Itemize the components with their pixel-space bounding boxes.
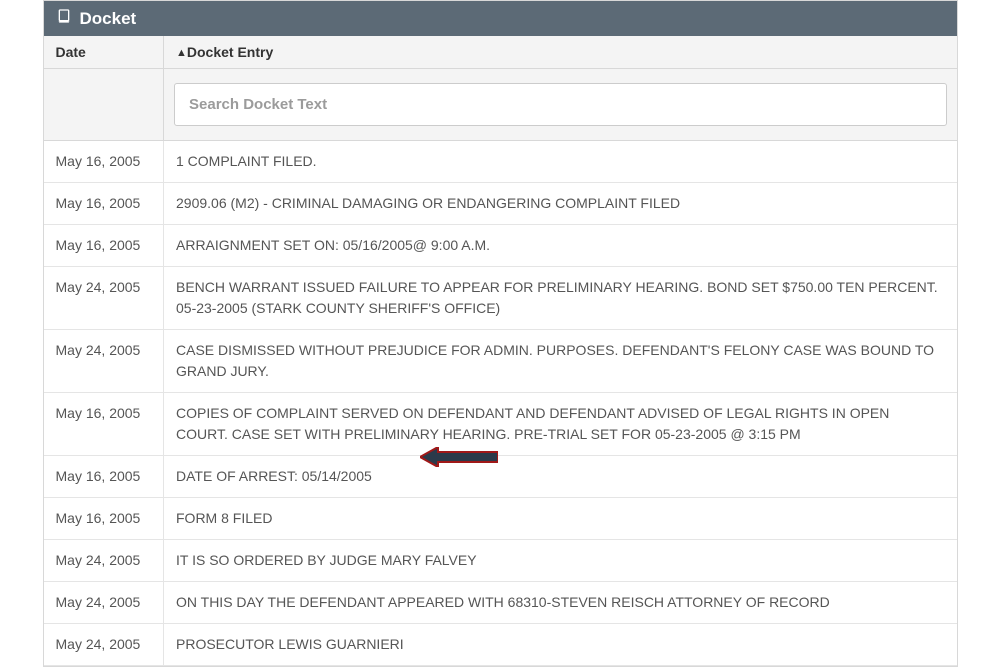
table-row: May 16, 2005COPIES OF COMPLAINT SERVED O… <box>44 393 957 456</box>
column-header-entry[interactable]: ▲Docket Entry <box>164 36 957 69</box>
table-row: May 24, 2005ON THIS DAY THE DEFENDANT AP… <box>44 582 957 624</box>
entry-cell: DATE OF ARREST: 05/14/2005 <box>164 456 957 498</box>
date-cell: May 16, 2005 <box>44 141 164 183</box>
date-cell: May 16, 2005 <box>44 225 164 267</box>
date-cell: May 24, 2005 <box>44 540 164 582</box>
date-cell: May 24, 2005 <box>44 624 164 666</box>
date-cell: May 24, 2005 <box>44 267 164 330</box>
date-cell: May 16, 2005 <box>44 183 164 225</box>
entry-cell: IT IS SO ORDERED BY JUDGE MARY FALVEY <box>164 540 957 582</box>
date-cell: May 16, 2005 <box>44 456 164 498</box>
docket-panel: Docket Date ▲Docket Entry May 16, 20051 … <box>43 0 958 667</box>
table-row: May 16, 2005DATE OF ARREST: 05/14/2005 <box>44 456 957 498</box>
date-cell: May 24, 2005 <box>44 330 164 393</box>
entry-cell: CASE DISMISSED WITHOUT PREJUDICE FOR ADM… <box>164 330 957 393</box>
search-input[interactable] <box>174 83 947 126</box>
table-row: May 24, 2005CASE DISMISSED WITHOUT PREJU… <box>44 330 957 393</box>
search-date-cell <box>44 69 164 141</box>
docket-table: Date ▲Docket Entry May 16, 20051 COMPLAI… <box>44 36 957 666</box>
docket-title: Docket <box>80 9 137 29</box>
date-cell: May 16, 2005 <box>44 498 164 540</box>
table-row: May 24, 2005BENCH WARRANT ISSUED FAILURE… <box>44 267 957 330</box>
table-row: May 16, 2005ARRAIGNMENT SET ON: 05/16/20… <box>44 225 957 267</box>
entry-cell: ON THIS DAY THE DEFENDANT APPEARED WITH … <box>164 582 957 624</box>
entry-cell: 2909.06 (M2) - CRIMINAL DAMAGING OR ENDA… <box>164 183 957 225</box>
entry-cell: FORM 8 FILED <box>164 498 957 540</box>
search-entry-cell <box>164 69 957 141</box>
entry-cell: PROSECUTOR LEWIS GUARNIERI <box>164 624 957 666</box>
entry-cell: ARRAIGNMENT SET ON: 05/16/2005@ 9:00 A.M… <box>164 225 957 267</box>
docket-header: Docket <box>44 1 957 36</box>
entry-cell: COPIES OF COMPLAINT SERVED ON DEFENDANT … <box>164 393 957 456</box>
sort-asc-icon: ▲ <box>176 47 187 59</box>
book-icon <box>56 8 72 29</box>
table-row: May 16, 20052909.06 (M2) - CRIMINAL DAMA… <box>44 183 957 225</box>
table-row: May 16, 20051 COMPLAINT FILED. <box>44 141 957 183</box>
date-cell: May 16, 2005 <box>44 393 164 456</box>
table-row: May 24, 2005IT IS SO ORDERED BY JUDGE MA… <box>44 540 957 582</box>
search-row <box>44 69 957 141</box>
table-row: May 24, 2005PROSECUTOR LEWIS GUARNIERI <box>44 624 957 666</box>
column-header-date[interactable]: Date <box>44 36 164 69</box>
table-row: May 16, 2005FORM 8 FILED <box>44 498 957 540</box>
date-cell: May 24, 2005 <box>44 582 164 624</box>
entry-cell: 1 COMPLAINT FILED. <box>164 141 957 183</box>
entry-cell: BENCH WARRANT ISSUED FAILURE TO APPEAR F… <box>164 267 957 330</box>
